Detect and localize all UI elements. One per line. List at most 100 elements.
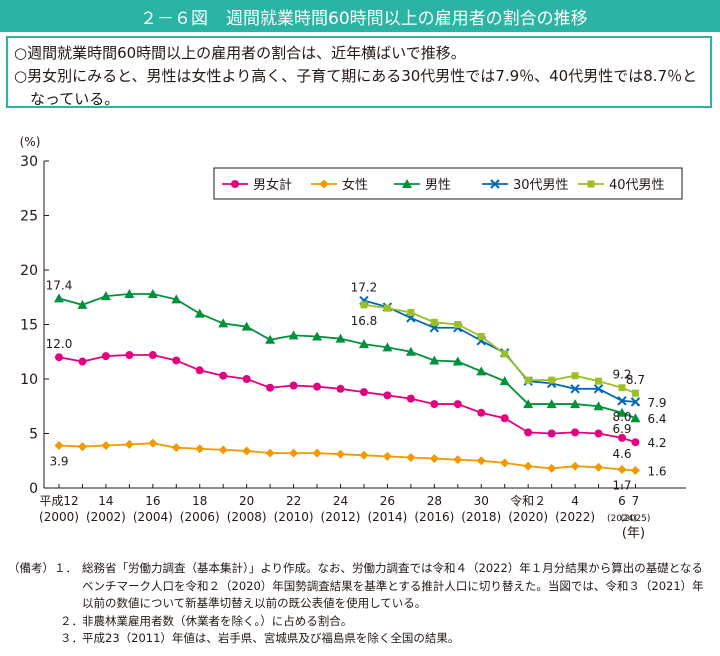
data-point: [570, 384, 580, 394]
data-point: [593, 401, 604, 411]
x-unit-label: (年): [622, 526, 645, 541]
y-tick-label: 20: [20, 263, 38, 279]
data-point: [571, 372, 579, 380]
data-point: [617, 396, 627, 406]
data-point: [618, 433, 626, 442]
x-tick-label: 24: [333, 494, 348, 508]
data-point: [499, 376, 510, 386]
chart-axes: 0 5 10 15 20 25 30 (%) 平成12 (2000) 14 (2002) 16 (2004…: [20, 135, 686, 541]
note-number: １．: [54, 561, 77, 575]
data-point: [195, 444, 205, 454]
series-1: 12.0 4.6 4.2: [46, 337, 667, 461]
data-point: [477, 408, 486, 417]
data-point: [77, 299, 88, 309]
data-point: [231, 180, 239, 188]
x-tick-label: 22: [286, 494, 301, 508]
data-point: [382, 342, 393, 352]
data-point: [430, 400, 439, 409]
data-point: [452, 356, 463, 366]
x-tick-year-label: (2024): [607, 514, 637, 524]
data-point: [406, 452, 416, 462]
x-tick-year-label: (2020): [508, 510, 548, 524]
x-tick-label: 令和２: [510, 493, 546, 508]
x-tick-label: 平成12: [39, 494, 78, 508]
data-point: [241, 321, 252, 331]
data-point: [631, 438, 640, 447]
data-point: [288, 330, 299, 340]
series-4: 17.2 8.0 7.9: [351, 281, 667, 424]
data-label: 17.2: [351, 281, 378, 295]
data-point: [359, 388, 368, 397]
data-point: [429, 454, 439, 464]
data-point: [617, 464, 627, 474]
data-point: [524, 376, 532, 384]
data-point: [382, 451, 392, 461]
data-point: [617, 407, 627, 417]
data-point: [630, 466, 640, 476]
data-point: [266, 383, 275, 392]
data-point: [171, 443, 181, 453]
data-point: [402, 179, 412, 188]
data-point: [312, 331, 323, 341]
data-point: [359, 450, 369, 460]
data-point: [524, 428, 533, 437]
data-label: 12.0: [46, 337, 73, 351]
data-point: [242, 446, 252, 456]
y-tick-label: 5: [29, 427, 38, 443]
x-tick-year-label: (2006): [180, 510, 220, 524]
legend-label: 40代男性: [609, 178, 665, 193]
data-point: [194, 308, 205, 318]
notes: （備考）１． 総務省「労働力調査（基本集計）」より作成。なお、労働力調査では令和…: [8, 560, 714, 648]
data-point: [570, 399, 581, 409]
notes-lead: （備考）: [8, 561, 54, 575]
x-tick-label: 6: [618, 494, 626, 508]
data-point: [265, 448, 275, 458]
data-point: [547, 429, 556, 438]
series-2: 3.9 1.7 1.6: [49, 438, 667, 492]
x-tick-year-label: (2008): [227, 510, 267, 524]
data-label: 1.6: [647, 465, 666, 479]
data-point: [358, 339, 369, 349]
note-text: 総務省「労働力調査（基本集計）」より作成。なお、労働力調査では令和４（2022）…: [82, 561, 704, 610]
line-chart: 0 5 10 15 20 25 30 (%) 平成12 (2000) 14 (2002) 16 (2004…: [20, 135, 686, 541]
figure-number: ２－６図: [140, 8, 208, 29]
x-tick-label: 26: [380, 494, 395, 508]
data-point: [383, 391, 392, 400]
data-label: 7.9: [647, 396, 666, 410]
legend-item: 男女計: [222, 177, 292, 193]
data-point: [242, 375, 251, 383]
note-row-1: （備考）１． 総務省「労働力調査（基本集計）」より作成。なお、労働力調査では令和…: [8, 560, 714, 613]
data-point: [523, 461, 533, 471]
data-point: [218, 445, 228, 455]
x-tick-year-label: (2022): [555, 510, 595, 524]
data-point: [594, 462, 604, 472]
x-tick-label: 16: [145, 494, 160, 508]
data-point: [490, 179, 500, 189]
series-line: [58, 354, 636, 444]
x-tick-year-label: (2010): [274, 510, 314, 524]
series-line: [58, 442, 636, 472]
data-point: [54, 293, 64, 303]
data-point: [547, 463, 557, 473]
data-point: [429, 355, 440, 365]
data-point: [172, 356, 181, 365]
legend-label: 男性: [425, 178, 451, 193]
data-point: [101, 352, 110, 361]
data-point: [595, 377, 603, 385]
note-text: 平成23（2011）年値は、岩手県、宮城県及び福島県を除く全国の結果。: [82, 631, 460, 645]
x-tick-label: 28: [427, 494, 442, 508]
x-tick-label: 7: [632, 494, 640, 508]
data-label: 6.4: [647, 412, 666, 426]
data-point: [546, 399, 557, 409]
legend-item: 30代男性: [482, 178, 569, 193]
data-label: 1.7: [612, 478, 631, 492]
data-point: [148, 351, 157, 360]
data-point: [571, 428, 580, 437]
x-tick-year-label: (2025): [620, 514, 650, 524]
data-point: [54, 440, 64, 450]
data-point: [313, 382, 322, 391]
data-point: [593, 384, 604, 394]
data-label: 17.4: [46, 278, 73, 292]
y-tick-label: 30: [20, 154, 38, 170]
data-point: [587, 180, 595, 188]
